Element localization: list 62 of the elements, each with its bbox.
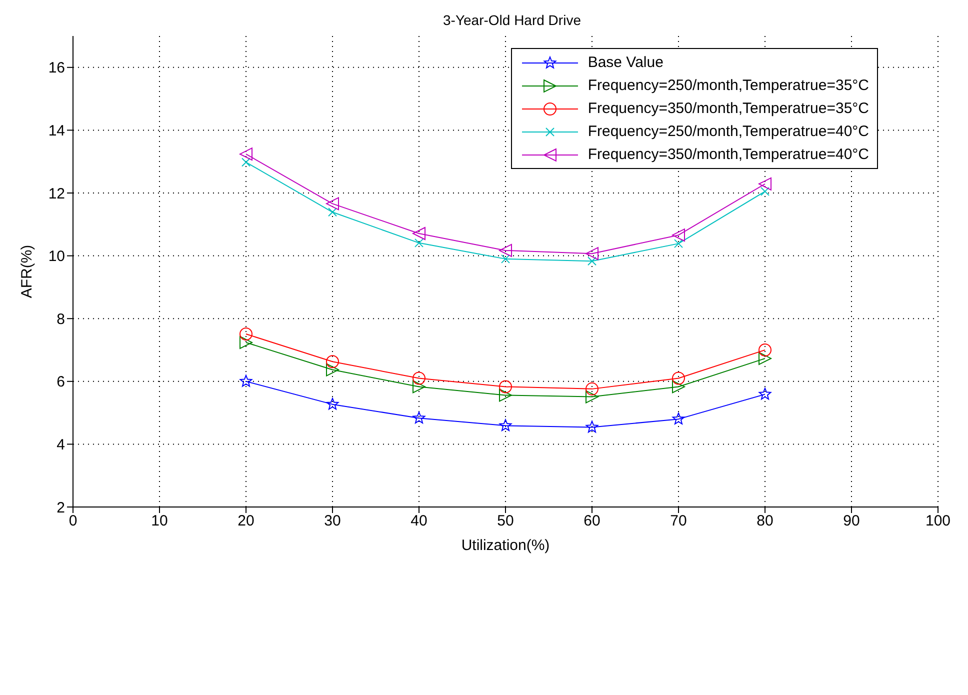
point	[326, 197, 339, 210]
point	[588, 256, 596, 266]
y-tick-label: 12	[48, 185, 65, 202]
point	[586, 247, 598, 260]
point	[499, 244, 512, 257]
chart-title: 3-Year-Old Hard Drive	[443, 12, 582, 28]
x-tick-label: 40	[410, 512, 428, 530]
point	[674, 239, 683, 248]
x-tick-label: 100	[925, 512, 951, 530]
x-tick-label: 0	[68, 512, 78, 530]
legend-label: Base Value	[588, 54, 664, 71]
point	[326, 355, 339, 368]
legend-label: Frequency=350/month,Temperatrue=40°C	[588, 146, 869, 163]
point	[672, 380, 685, 394]
point	[499, 419, 512, 432]
x-tick-label: 30	[324, 512, 341, 530]
point	[242, 158, 250, 167]
point	[499, 380, 512, 394]
point	[326, 398, 339, 410]
point	[672, 412, 685, 424]
point	[760, 186, 770, 196]
x-tick-label: 50	[497, 512, 514, 530]
y-tick-label: 10	[48, 248, 65, 266]
point	[586, 390, 598, 404]
legend-label: Frequency=250/month,Temperatrue=40°C	[588, 123, 869, 140]
x-tick-label: 80	[756, 512, 774, 530]
y-tick-label: 6	[56, 374, 65, 391]
point	[412, 227, 426, 240]
x-axis-title: Utilization(%)	[461, 537, 550, 554]
point	[328, 208, 337, 217]
point	[586, 382, 598, 396]
point	[240, 148, 252, 161]
x-tick-label: 60	[584, 512, 600, 530]
point	[758, 344, 772, 356]
y-tick-label: 4	[56, 436, 65, 454]
point	[672, 372, 685, 385]
point	[412, 380, 426, 394]
x-tick-label: 70	[670, 512, 687, 530]
point	[240, 336, 252, 349]
legend-label: Frequency=250/month,Temperatrue=35°C	[588, 77, 869, 94]
x-tick-label: 20	[238, 512, 254, 530]
point	[499, 388, 512, 402]
y-tick-label: 2	[56, 499, 65, 516]
y-tick-label: 16	[48, 60, 65, 77]
point	[412, 372, 426, 385]
point	[414, 238, 424, 248]
point	[412, 412, 426, 424]
y-tick-label: 8	[56, 310, 65, 328]
legend-label: Frequency=350/month,Temperatrue=35°C	[588, 100, 869, 117]
x-tick-label: 90	[843, 512, 860, 530]
point	[672, 228, 685, 242]
point	[326, 363, 339, 376]
point	[586, 420, 598, 433]
y-axis-title: AFR(%)	[18, 244, 36, 298]
y-tick-label: 14	[48, 122, 65, 140]
point	[758, 352, 772, 365]
point	[758, 177, 772, 190]
point	[501, 254, 510, 264]
point	[240, 374, 252, 387]
point	[758, 388, 772, 400]
x-tick-label: 10	[151, 512, 168, 530]
point	[240, 327, 252, 340]
